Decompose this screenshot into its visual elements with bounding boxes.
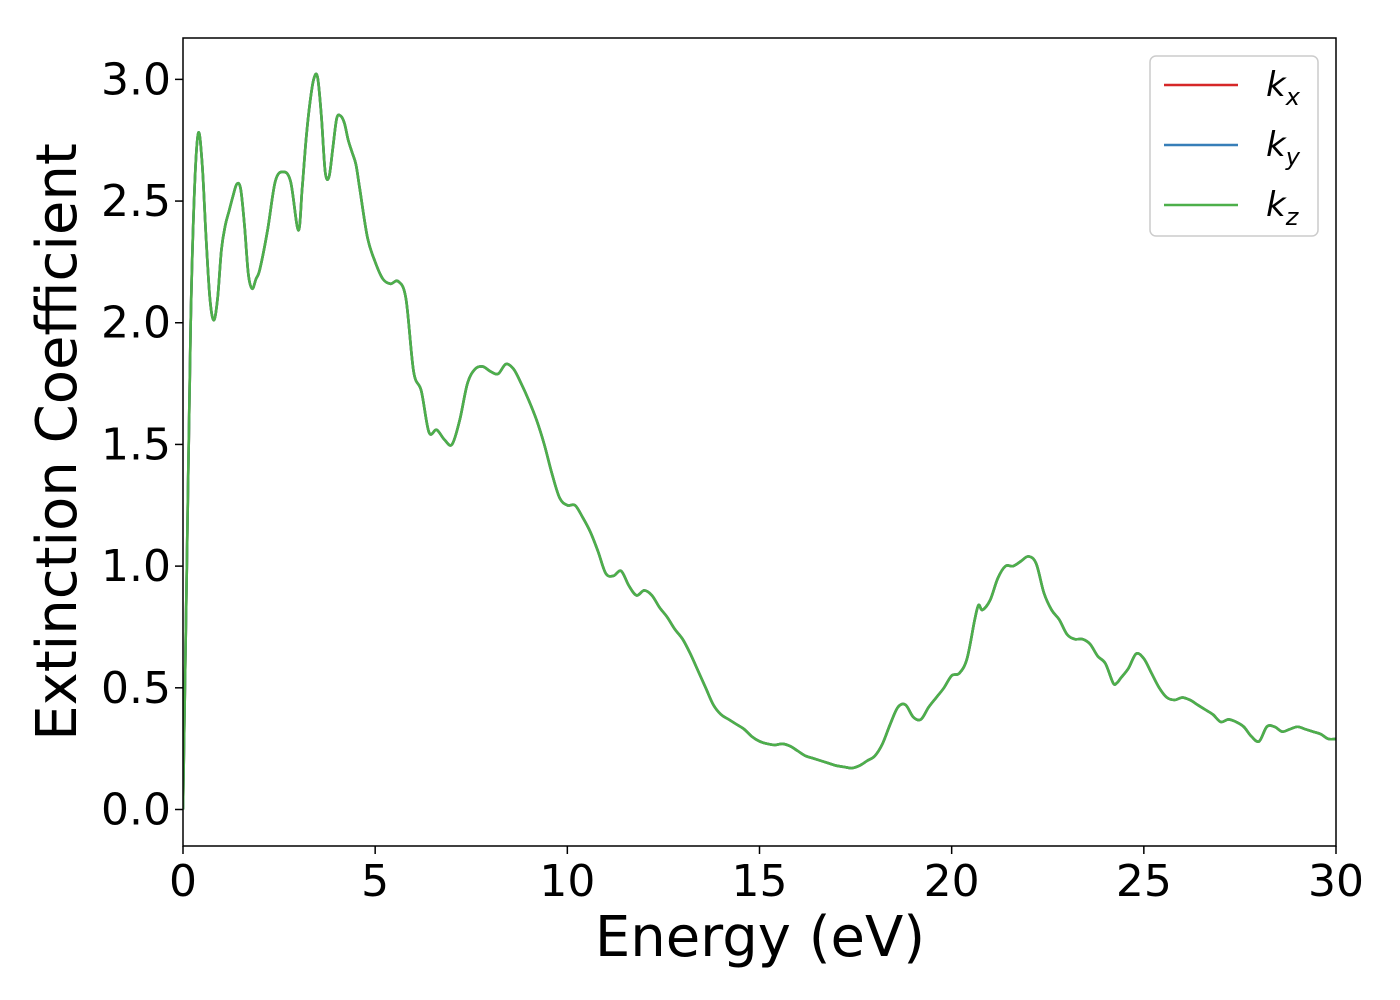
y-tick-label: 0.0 (101, 784, 171, 835)
y-tick-label: 3.0 (101, 54, 171, 105)
legend-label-kz: kz (1266, 185, 1300, 231)
y-axis: 0.0 0.5 1.0 1.5 2.0 2.5 3.0 (101, 54, 183, 835)
x-tick-label: 5 (361, 856, 389, 907)
legend-label-ky: ky (1266, 125, 1301, 171)
x-tick-label: 15 (732, 856, 788, 907)
x-tick-label: 20 (924, 856, 980, 907)
y-tick-label: 1.0 (101, 541, 171, 592)
x-tick-label: 25 (1116, 856, 1172, 907)
x-tick-label: 30 (1308, 856, 1364, 907)
x-tick-label: 10 (539, 856, 595, 907)
y-tick-label: 1.5 (101, 419, 171, 470)
series-line-kz (183, 72, 1336, 810)
legend-label-kx: kx (1266, 65, 1301, 111)
y-axis-title: Extinction Coefficient (25, 143, 90, 741)
x-axis-title: Energy (eV) (595, 905, 925, 970)
y-tick-label: 2.0 (101, 298, 171, 349)
y-tick-label: 2.5 (101, 176, 171, 227)
x-axis: 0 5 10 15 20 25 30 (169, 846, 1364, 907)
legend: kx ky kz (1149, 55, 1319, 237)
y-tick-label: 0.5 (101, 663, 171, 714)
series-layer (183, 72, 1336, 810)
x-tick-label: 0 (169, 856, 197, 907)
